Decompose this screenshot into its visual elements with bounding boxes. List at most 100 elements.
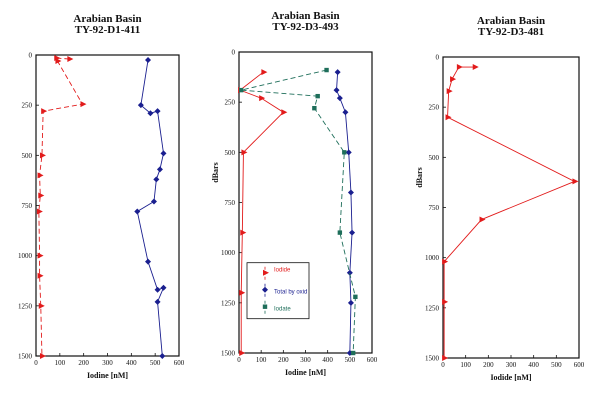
x-tick-label: 200 (78, 359, 89, 367)
x-tick-label: 300 (506, 361, 517, 369)
data-point (445, 114, 452, 121)
x-tick-label: 500 (345, 356, 356, 364)
data-point (154, 108, 161, 115)
data-point (261, 69, 268, 76)
data-point (350, 350, 356, 356)
legend-box (246, 262, 310, 320)
chart-title-line2: TY-92-D3-481 (478, 26, 544, 38)
series-line (336, 72, 353, 354)
data-point (159, 353, 166, 359)
data-point (312, 105, 317, 111)
chart-title-line2: TY-92-D3-493 (272, 21, 339, 33)
data-point (347, 299, 354, 306)
y-tick-label: 0 (232, 49, 236, 57)
y-tick-label: 750 (225, 199, 236, 207)
data-point (39, 353, 46, 359)
data-point (55, 58, 62, 65)
data-point (572, 178, 579, 185)
data-point (446, 88, 453, 95)
x-tick-label: 200 (278, 356, 289, 364)
data-point (239, 289, 246, 296)
y-tick-label: 750 (429, 204, 440, 212)
data-point (145, 258, 152, 265)
x-tick-label: 400 (322, 356, 333, 364)
series-line (241, 69, 356, 354)
y-tick-label: 0 (29, 52, 33, 60)
x-tick-label: 400 (528, 361, 539, 369)
data-point (239, 350, 246, 356)
x-tick-label: 500 (551, 361, 562, 369)
x-tick-label: 600 (174, 359, 185, 367)
data-point (160, 150, 167, 157)
series-line (443, 66, 576, 358)
data-point (160, 284, 167, 291)
y-tick-label: 1000 (18, 252, 33, 260)
x-tick-label: 0 (441, 361, 445, 369)
x-tick-label: 100 (55, 359, 66, 367)
legend: Iodide Total by oxid Iodate (246, 262, 310, 320)
y-tick-label: 500 (429, 154, 440, 162)
data-point (38, 302, 45, 309)
y-tick-label: 1250 (221, 299, 236, 307)
data-point (472, 64, 479, 71)
data-point (442, 298, 449, 305)
data-point (281, 109, 288, 116)
data-point (154, 286, 161, 293)
y-axis-label: dBars (415, 167, 424, 187)
chart-title-line1: Arabian Basin (271, 10, 339, 22)
data-point (134, 208, 141, 215)
data-point (145, 57, 152, 64)
data-point (334, 69, 341, 76)
chart-title-line1: Arabian Basin (73, 13, 141, 25)
x-axis-label: Iodide [nM] (490, 373, 531, 382)
data-point (137, 102, 144, 109)
x-tick-label: 100 (256, 356, 267, 364)
x-tick-label: 0 (237, 356, 241, 364)
data-point (450, 76, 457, 83)
series-2 (134, 57, 167, 359)
y-axis-label: dBars (211, 162, 220, 182)
data-point (442, 355, 449, 361)
data-point (37, 272, 44, 279)
y-tick-label: 500 (225, 149, 236, 157)
series-1 (36, 55, 87, 359)
data-point (479, 216, 486, 223)
data-point (80, 101, 87, 108)
data-point (38, 192, 45, 199)
data-point (324, 67, 329, 73)
x-axis-label: Iodine [nM] (285, 368, 326, 377)
data-point (353, 294, 358, 300)
y-tick-label: 250 (22, 102, 33, 110)
x-tick-label: 600 (574, 361, 585, 369)
y-tick-label: 1500 (18, 353, 33, 361)
data-point (239, 87, 244, 93)
data-point (241, 149, 248, 156)
data-point (456, 64, 463, 71)
data-point (336, 95, 343, 102)
legend-marker (263, 269, 269, 276)
data-point (345, 149, 352, 156)
data-point (333, 87, 340, 94)
y-tick-label: 1250 (425, 304, 440, 312)
legend-entry-label: Iodide (274, 268, 291, 274)
data-point (240, 229, 247, 236)
x-tick-label: 600 (367, 356, 378, 364)
y-tick-label: 750 (22, 202, 33, 210)
y-tick-label: 1000 (425, 254, 440, 262)
data-point (342, 150, 347, 155)
data-point (67, 56, 74, 63)
x-tick-label: 500 (150, 359, 161, 367)
y-tick-label: 1500 (425, 355, 440, 363)
chart-title-line1: Arabian Basin (477, 15, 545, 27)
data-point (349, 229, 356, 236)
series-line (239, 71, 285, 353)
legend-entry-label: Iodate (274, 307, 291, 313)
x-tick-label: 100 (460, 361, 471, 369)
data-point (36, 208, 43, 215)
series-2 (333, 69, 356, 356)
data-point (337, 230, 343, 235)
